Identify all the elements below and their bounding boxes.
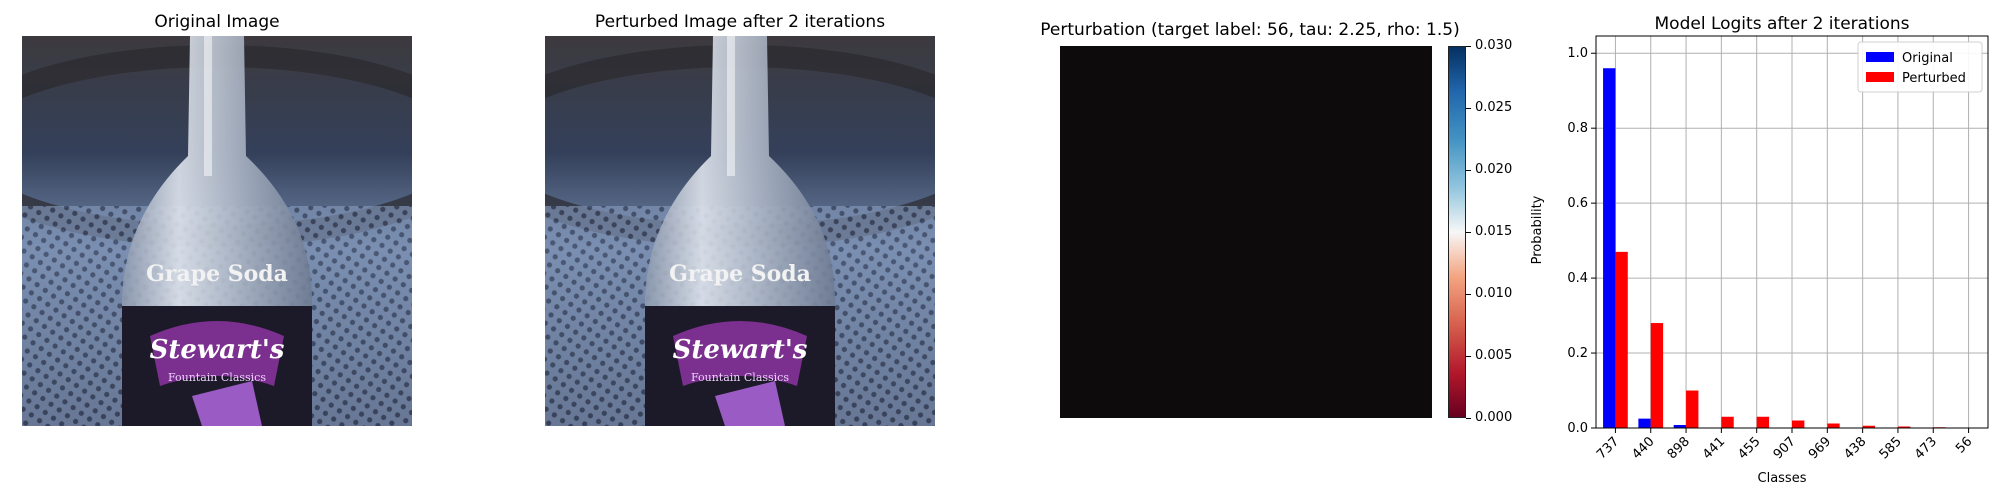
x-tick-label: 438: [1841, 434, 1869, 462]
colorbar-tick-mark: [1466, 418, 1471, 419]
bar-perturbed: [1686, 390, 1699, 428]
y-tick-label: 1.0: [1567, 46, 1588, 61]
bar-perturbed: [1650, 323, 1664, 428]
bar-perturbed: [1792, 420, 1805, 428]
bar-perturbed: [1756, 416, 1770, 428]
bar-perturbed: [1862, 425, 1875, 428]
bar-original: [1673, 425, 1687, 428]
x-tick-label: 737: [1594, 434, 1622, 462]
legend-swatch: [1866, 52, 1894, 62]
svg-text:Stewart's: Stewart's: [673, 335, 808, 365]
original-image-title: Original Image: [154, 12, 280, 32]
colorbar-tick-mark: [1466, 170, 1471, 171]
original-image: Grape Soda Stewart's Fountain Classics: [22, 36, 412, 426]
colorbar-tick-mark: [1466, 108, 1471, 109]
x-tick-label: 898: [1665, 434, 1693, 462]
chart-bars: [1603, 68, 1946, 429]
legend-swatch: [1866, 72, 1894, 82]
colorbar-tick-label: 0.010: [1475, 286, 1513, 301]
x-tick-label: 585: [1877, 434, 1905, 462]
perturbation-heatmap: [1060, 46, 1432, 418]
svg-text:Grape Soda: Grape Soda: [669, 261, 811, 287]
colorbar-tick-mark: [1466, 46, 1471, 47]
svg-text:Fountain Classics: Fountain Classics: [168, 371, 266, 384]
x-tick-label: 56: [1953, 434, 1975, 456]
bar-perturbed: [1897, 426, 1911, 428]
x-axis-label: Classes: [1758, 471, 1807, 486]
svg-text:Grape Soda: Grape Soda: [146, 261, 288, 287]
svg-text:Fountain Classics: Fountain Classics: [691, 371, 789, 384]
bar-original: [1603, 68, 1616, 429]
svg-text:Stewart's: Stewart's: [150, 335, 285, 365]
perturbed-image: Grape Soda Stewart's Fountain Classics: [545, 36, 935, 426]
y-tick-label: 0.4: [1567, 271, 1588, 286]
perturbation-title: Perturbation (target label: 56, tau: 2.2…: [1040, 20, 1460, 40]
x-tick-label: 969: [1806, 434, 1834, 462]
colorbar-tick-label: 0.000: [1475, 410, 1513, 425]
perturbed-image-title: Perturbed Image after 2 iterations: [594, 12, 886, 32]
x-tick-label: 473: [1912, 434, 1940, 462]
chart-title: Model Logits after 2 iterations: [1655, 14, 1910, 34]
bar-perturbed: [1615, 251, 1628, 428]
colorbar-tick-mark: [1466, 356, 1471, 357]
legend-label: Original: [1902, 51, 1953, 66]
colorbar: [1448, 46, 1466, 418]
bar-perturbed: [1721, 416, 1734, 428]
y-tick-label: 0.2: [1567, 346, 1588, 361]
y-tick-label: 0.0: [1567, 421, 1588, 436]
colorbar-tick-mark: [1466, 232, 1471, 233]
x-tick-label: 907: [1771, 434, 1799, 462]
x-tick-label: 441: [1700, 434, 1728, 462]
y-axis-label: Probability: [1530, 195, 1545, 264]
colorbar-tick-label: 0.025: [1475, 100, 1513, 115]
y-tick-label: 0.8: [1567, 121, 1588, 136]
legend-label: Perturbed: [1902, 71, 1966, 86]
x-tick-label: 455: [1735, 434, 1763, 462]
bar-original: [1638, 418, 1651, 428]
y-tick-label: 0.6: [1567, 196, 1588, 211]
colorbar-tick-label: 0.030: [1475, 38, 1513, 53]
bar-perturbed: [1827, 423, 1840, 428]
chart-legend: Original Perturbed: [1857, 41, 1983, 93]
colorbar-tick-mark: [1466, 294, 1471, 295]
colorbar-tick-label: 0.005: [1475, 348, 1513, 363]
x-tick-label: 440: [1629, 434, 1657, 462]
colorbar-tick-label: 0.020: [1475, 162, 1513, 177]
colorbar-tick-label: 0.015: [1475, 224, 1513, 239]
